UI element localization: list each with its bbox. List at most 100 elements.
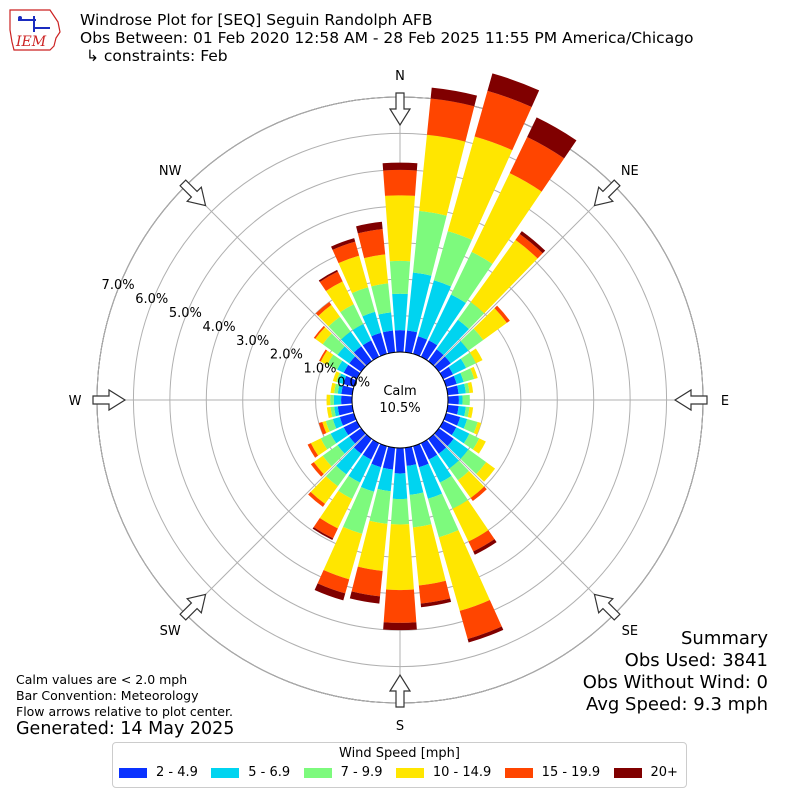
legend-label: 2 - 4.9 — [156, 765, 198, 780]
windrose-bar-segment — [389, 260, 411, 294]
windrose-bar-segment — [314, 583, 346, 601]
title-period: Obs Between: 01 Feb 2020 12:58 AM - 28 F… — [80, 29, 694, 47]
windrose-bar-segment — [322, 333, 345, 355]
windrose-bar-segment — [458, 395, 463, 405]
windrose-bar-segment — [337, 404, 354, 416]
flow-arrow-s-icon — [388, 673, 412, 708]
windrose-bar-segment — [336, 372, 342, 383]
legend-title: Wind Speed [mph] — [339, 746, 460, 761]
windrose-bar-segment — [319, 349, 328, 362]
windrose-bar-segment — [322, 421, 330, 434]
plot-notes: Calm values are < 2.0 mph Bar Convention… — [16, 672, 233, 720]
radial-tick-label: 4.0% — [203, 320, 236, 335]
windrose-bar-segment — [447, 136, 513, 240]
windrose-bar-segment — [394, 330, 406, 353]
windrose-bar-segment — [390, 498, 410, 525]
direction-label-n: N — [395, 69, 405, 84]
windrose-bar-segment — [312, 527, 334, 540]
windrose-bar-segment — [439, 475, 468, 509]
legend-swatch — [119, 767, 147, 778]
legend-label: 10 - 14.9 — [432, 765, 492, 780]
windrose-bar-segment — [331, 238, 356, 250]
windrose-bar-segment — [371, 443, 387, 468]
windrose-bar-segment — [457, 417, 468, 429]
windrose-bar-segment — [320, 433, 337, 450]
windrose-bar-segment — [323, 526, 363, 580]
windrose-bar-segment — [494, 305, 510, 323]
windrose-bar-segment — [343, 375, 357, 387]
windrose-bar-segment — [385, 195, 415, 262]
windrose-bar-segment — [438, 447, 459, 469]
windrose-bar-segment — [474, 90, 532, 151]
windrose-bar-segment — [330, 394, 334, 406]
windrose-bar-segment — [464, 382, 470, 394]
windrose-bar-segment — [337, 436, 356, 454]
windrose-bar-segment — [449, 460, 470, 481]
windrose-bar-segment — [462, 394, 470, 406]
windrose-bar-segment — [473, 308, 507, 340]
convention-note: Bar Convention: Meteorology — [16, 688, 199, 703]
windrose-bar-segment — [326, 407, 333, 419]
windrose-bar-segment — [457, 405, 466, 417]
windrose-bar-segment — [448, 358, 467, 375]
windrose-bar-segment — [339, 413, 357, 426]
windrose-bar-segment — [325, 281, 354, 313]
legend-swatch — [613, 767, 642, 778]
windrose-bar-segment — [340, 304, 364, 331]
windrose-bar-segment — [338, 373, 347, 384]
windrose-bar-segment — [447, 395, 459, 405]
windrose-bar-segment — [420, 439, 438, 460]
windrose-bar-segment — [451, 427, 470, 444]
windrose-bar-segment — [356, 221, 383, 234]
radial-tick-label: 5.0% — [169, 306, 202, 321]
flow-arrow-nw-icon — [179, 179, 207, 207]
windrose-bar-segment — [464, 406, 470, 418]
windrose-bar-segment — [338, 255, 369, 294]
legend-label: 5 - 6.9 — [248, 765, 291, 780]
windrose-bar-segment — [352, 323, 372, 346]
windrose-bar-segment — [453, 372, 464, 384]
windrose-bar-segment — [412, 524, 446, 586]
windrose-bar-segment — [427, 493, 459, 538]
windrose-bar-segment — [394, 447, 406, 474]
windrose-bar-segment — [413, 336, 428, 357]
windrose-bar-segment — [443, 375, 457, 387]
title-constraints: ↳ constraints: Feb — [86, 47, 228, 65]
legend-label: 15 - 19.9 — [541, 765, 601, 780]
windrose-bar-segment — [460, 352, 477, 369]
direction-label-se: SE — [622, 624, 638, 639]
windrose-bar-segment — [307, 443, 319, 458]
windrose-bar-segment — [444, 341, 469, 364]
windrose-bar-segment — [439, 366, 454, 380]
windrose-bar-segment — [469, 348, 483, 364]
windrose-bar-segment — [430, 87, 478, 107]
windrose-bar-segment — [451, 251, 493, 304]
windrose-bar-segment — [426, 98, 475, 142]
windrose-bar-segment — [471, 173, 542, 264]
radial-tick-label: 2.0% — [270, 348, 303, 363]
windrose-bar-segment — [332, 241, 360, 264]
windrose-bar-segment — [470, 366, 478, 379]
grid-spoke — [185, 433, 367, 615]
windrose-bar-segment — [443, 413, 461, 426]
grid-spoke — [433, 185, 615, 367]
windrose-bar-segment — [328, 316, 351, 340]
windrose-bar-segment — [446, 385, 459, 396]
grid-spoke — [185, 185, 367, 367]
summary-box: Summary Obs Used: 3841 Obs Without Wind:… — [583, 628, 768, 716]
radial-tick-label: 6.0% — [135, 292, 168, 307]
windrose-bar-segment — [349, 591, 381, 604]
windrose-bar-segment — [406, 464, 424, 495]
windrose-bar-segment — [313, 455, 332, 475]
windrose-bar-segment — [452, 499, 489, 542]
windrose-bar-segment — [334, 406, 340, 417]
windrose-bar-segment — [315, 301, 332, 316]
windrose-bar-segment — [515, 234, 543, 259]
windrose-bar-segment — [349, 356, 366, 372]
grid-spoke — [433, 433, 615, 615]
windrose-bar-segment — [327, 354, 343, 370]
iem-logo: IEM — [9, 9, 61, 51]
flow-arrow-se-icon — [593, 593, 621, 621]
windrose-bar-segment — [362, 311, 381, 337]
